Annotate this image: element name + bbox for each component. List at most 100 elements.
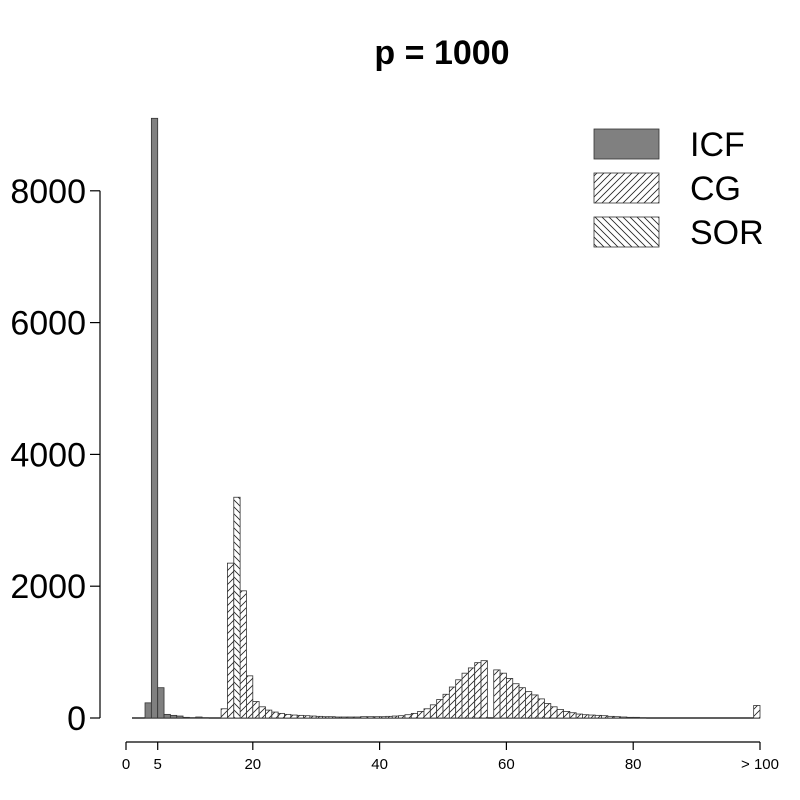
x-tick-label: > 100: [741, 756, 779, 773]
series-icf: [144, 117, 209, 719]
bar-cg: [480, 660, 488, 719]
series-cg: [220, 562, 761, 719]
x-tick-label: 40: [371, 756, 388, 773]
bar-cg: [448, 686, 457, 719]
bar-cg: [550, 706, 558, 719]
bar-cg: [594, 714, 602, 719]
series-sor: [233, 496, 241, 719]
bar-cg: [360, 716, 368, 719]
bar-cg: [315, 715, 323, 719]
bar-cg: [271, 711, 279, 719]
bar-cg: [505, 678, 514, 719]
bar-cg: [341, 716, 349, 719]
bar-cg: [353, 716, 361, 719]
x-tick-label: 20: [244, 756, 261, 773]
bar-cg: [518, 687, 526, 719]
y-tick-label: 0: [67, 700, 86, 738]
bar-cg: [461, 672, 469, 719]
bar-cg: [753, 705, 761, 719]
bar-cg: [544, 703, 552, 719]
bar-cg: [322, 716, 330, 719]
bar-cg: [404, 714, 412, 719]
bar-cg: [474, 662, 482, 719]
bar-cg: [385, 715, 393, 719]
legend: ICF CG SOR: [593, 126, 764, 252]
bar-cg: [556, 709, 564, 719]
bar-cg: [220, 708, 228, 719]
y-tick-label: 8000: [10, 173, 86, 211]
x-axis: 0 5 20 40 60 80 > 100: [122, 741, 779, 773]
bar-cg: [525, 691, 533, 719]
bar-cg: [467, 667, 476, 719]
bar-cg: [531, 694, 539, 719]
bar-cg: [436, 699, 444, 719]
bar-cg: [252, 701, 260, 719]
bar-cg: [296, 714, 304, 719]
bar-cg: [328, 716, 336, 719]
bar-cg: [537, 698, 545, 719]
legend-label-sor: SOR: [690, 214, 764, 252]
legend-label-icf: ICF: [690, 126, 745, 164]
bar-icf: [144, 702, 152, 719]
bar-cg: [423, 708, 431, 719]
bar-cg: [512, 683, 520, 719]
y-axis: 0 2000 4000 6000 8000: [10, 173, 101, 738]
x-tick-label: 5: [154, 756, 162, 773]
bar-cg: [366, 716, 374, 719]
bar-cg: [429, 704, 438, 719]
bar-sor: [233, 496, 241, 719]
bar-cg: [303, 715, 311, 719]
bar-cg: [265, 709, 273, 719]
bar-icf: [150, 117, 159, 719]
bar-cg: [417, 711, 425, 719]
bars-layer: [144, 117, 761, 719]
bar-icf: [182, 716, 190, 719]
legend-label-cg: CG: [690, 170, 741, 208]
bar-cg: [239, 590, 247, 719]
bar-cg: [626, 716, 634, 719]
bar-icf: [163, 713, 171, 719]
bar-cg: [613, 716, 621, 719]
bar-cg: [290, 714, 298, 719]
bar-cg: [455, 679, 463, 719]
bar-cg: [334, 716, 342, 719]
bar-cg: [607, 715, 615, 719]
x-tick-label: 0: [122, 756, 130, 773]
bar-icf: [195, 716, 203, 719]
legend-swatch-cg: [593, 172, 660, 204]
bar-cg: [493, 669, 501, 719]
y-tick-label: 4000: [10, 436, 86, 474]
bar-cg: [379, 716, 387, 719]
bar-icf: [169, 714, 178, 719]
bar-cg: [309, 715, 317, 719]
y-tick-label: 6000: [10, 305, 86, 343]
bar-cg: [620, 716, 628, 719]
bar-cg: [391, 715, 400, 719]
bar-icf: [176, 715, 184, 719]
bar-cg: [246, 675, 254, 719]
bar-cg: [258, 706, 266, 719]
bar-cg: [227, 562, 235, 719]
bar-cg: [569, 712, 577, 719]
bar-cg: [563, 711, 571, 719]
bar-cg: [372, 716, 381, 719]
chart-title: p = 1000: [374, 34, 509, 72]
legend-swatch-sor: [593, 216, 660, 248]
bar-cg: [575, 713, 583, 719]
bar-cg: [442, 693, 450, 719]
bar-icf: [157, 687, 165, 719]
bar-cg: [582, 714, 590, 719]
bar-cg: [398, 715, 406, 719]
x-tick-label: 60: [498, 756, 515, 773]
bar-cg: [410, 712, 419, 719]
legend-swatch-icf: [593, 128, 660, 160]
bar-cg: [588, 714, 596, 719]
bar-cg: [347, 716, 355, 719]
bar-cg: [632, 716, 640, 719]
bar-cg: [499, 672, 507, 719]
bar-cg: [601, 715, 609, 719]
x-tick-label: 80: [625, 756, 642, 773]
bar-cg: [277, 712, 285, 719]
bar-cg: [284, 713, 292, 719]
